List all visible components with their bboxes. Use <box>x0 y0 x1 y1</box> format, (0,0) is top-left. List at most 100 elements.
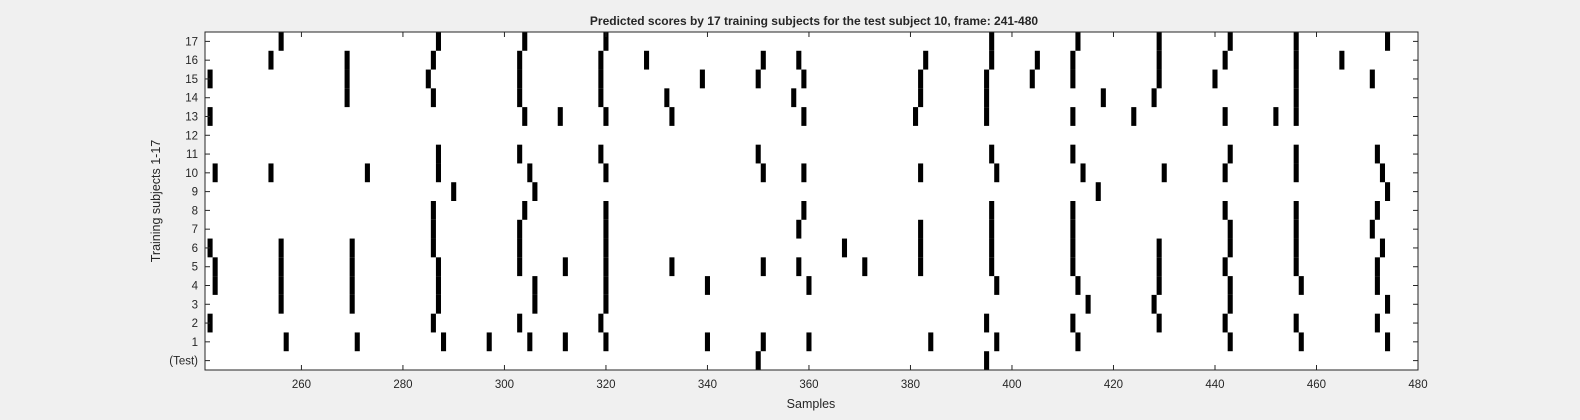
score-mark <box>1156 69 1162 89</box>
score-mark <box>704 276 710 295</box>
score-mark <box>1227 238 1233 258</box>
score-mark <box>989 238 995 258</box>
score-mark <box>984 88 990 108</box>
score-mark <box>522 107 528 126</box>
score-mark <box>1070 313 1076 333</box>
score-mark <box>1369 219 1375 239</box>
score-mark <box>354 332 360 352</box>
score-mark <box>1374 201 1380 220</box>
score-mark <box>517 313 523 333</box>
score-mark <box>796 257 802 277</box>
score-mark <box>603 332 609 352</box>
score-mark <box>557 107 563 126</box>
score-mark <box>603 201 609 220</box>
score-mark <box>1085 294 1091 314</box>
score-mark <box>989 201 995 220</box>
score-mark <box>278 294 284 314</box>
score-mark <box>1222 107 1228 126</box>
score-mark <box>486 332 492 352</box>
score-mark <box>517 257 523 277</box>
score-mark <box>984 351 990 370</box>
score-mark <box>1095 182 1101 201</box>
score-mark <box>1222 201 1228 220</box>
x-tick-label: 480 <box>1408 379 1427 391</box>
y-tick-label: 8 <box>192 205 198 217</box>
score-mark <box>1222 163 1228 183</box>
x-tick-label: 280 <box>393 379 412 391</box>
score-mark <box>801 163 807 183</box>
score-mark <box>1227 332 1233 352</box>
score-mark <box>430 201 436 220</box>
x-tick-label: 340 <box>698 379 717 391</box>
score-mark <box>1227 32 1233 51</box>
score-mark <box>283 332 289 352</box>
score-mark <box>918 238 924 258</box>
score-mark <box>1212 69 1218 89</box>
score-mark <box>1227 276 1233 295</box>
score-mark <box>603 32 609 51</box>
score-mark <box>994 332 1000 352</box>
score-mark <box>760 332 766 352</box>
score-mark <box>517 88 523 108</box>
score-mark <box>760 163 766 183</box>
score-mark <box>207 238 213 258</box>
x-tick-label: 320 <box>596 379 615 391</box>
score-mark <box>1080 163 1086 183</box>
score-mark <box>699 69 705 89</box>
score-mark <box>603 107 609 126</box>
score-mark <box>1385 32 1391 51</box>
score-mark <box>989 50 995 70</box>
score-mark <box>984 107 990 126</box>
score-mark <box>1070 50 1076 70</box>
y-tick-label: 12 <box>185 130 198 142</box>
score-mark <box>923 50 929 70</box>
x-tick-label: 260 <box>292 379 311 391</box>
score-mark <box>522 201 528 220</box>
score-mark <box>349 257 355 277</box>
score-mark <box>268 163 274 183</box>
y-tick-label: 13 <box>185 112 198 124</box>
score-mark <box>1100 88 1106 108</box>
y-tick-label: 2 <box>192 318 198 330</box>
score-mark <box>1070 144 1076 164</box>
score-mark <box>1151 294 1157 314</box>
score-mark <box>1293 107 1299 126</box>
score-mark <box>1222 50 1228 70</box>
score-mark <box>1374 144 1380 164</box>
score-mark <box>562 332 568 352</box>
score-mark <box>1070 69 1076 89</box>
score-mark <box>1293 219 1299 239</box>
score-mark <box>841 238 848 258</box>
score-mark <box>1379 238 1386 258</box>
plot-area <box>205 32 1418 370</box>
score-mark <box>603 276 609 295</box>
y-tick-label: 7 <box>192 224 198 236</box>
score-mark <box>1222 257 1228 277</box>
score-mark <box>603 257 609 277</box>
score-mark <box>1156 313 1162 333</box>
x-tick-label: 460 <box>1307 379 1326 391</box>
x-tick-label: 300 <box>495 379 514 391</box>
score-mark <box>1227 294 1233 314</box>
score-mark <box>1293 144 1299 164</box>
score-mark <box>760 50 766 70</box>
score-mark <box>1156 50 1162 70</box>
score-mark <box>517 69 523 89</box>
score-mark <box>1070 107 1076 126</box>
score-mark <box>603 163 609 183</box>
score-mark <box>1374 313 1380 333</box>
score-mark <box>435 163 442 183</box>
score-mark <box>796 219 802 239</box>
score-mark <box>430 313 436 333</box>
score-mark <box>704 332 710 352</box>
score-mark <box>1070 257 1076 277</box>
score-mark <box>1034 50 1040 70</box>
score-mark <box>1374 276 1380 295</box>
data-marks <box>207 32 1391 370</box>
score-mark <box>207 107 213 126</box>
score-mark <box>527 163 533 183</box>
x-tick-label: 380 <box>901 379 920 391</box>
score-mark <box>1293 257 1299 277</box>
score-mark <box>435 144 442 164</box>
score-mark <box>1156 276 1162 295</box>
